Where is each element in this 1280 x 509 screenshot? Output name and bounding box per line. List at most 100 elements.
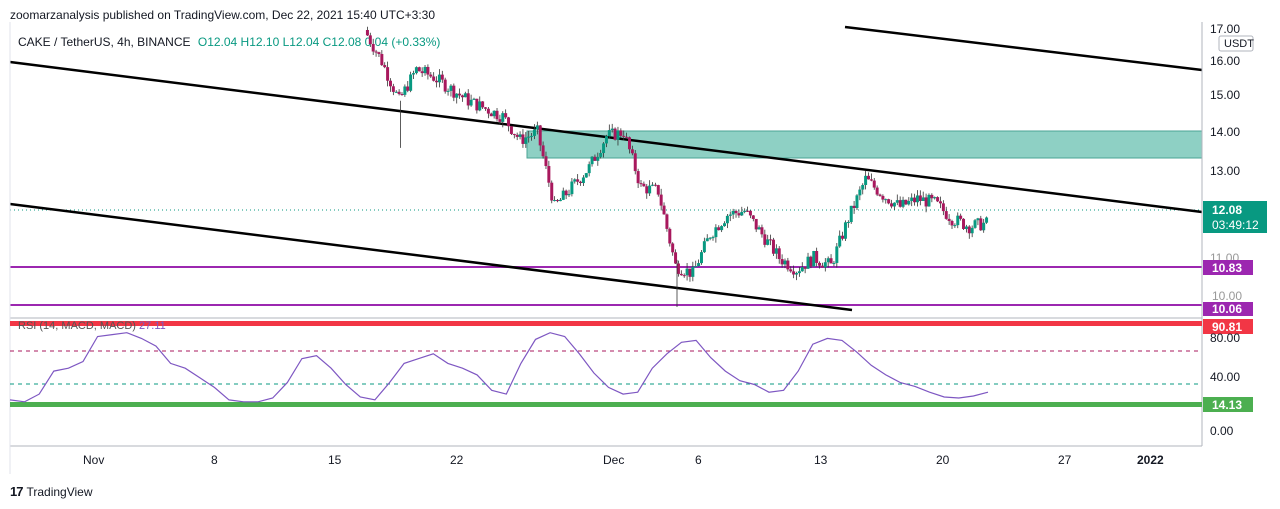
candle-body bbox=[861, 184, 865, 190]
candle-body bbox=[838, 235, 842, 247]
candle-body bbox=[884, 199, 888, 201]
time-tick: 20 bbox=[936, 453, 950, 467]
candle-body bbox=[826, 258, 830, 263]
candle-body bbox=[973, 220, 977, 228]
candle-body bbox=[818, 262, 822, 266]
candle-body bbox=[495, 110, 499, 120]
currency-badge[interactable]: USDT bbox=[1224, 38, 1254, 50]
candle-body bbox=[777, 248, 781, 260]
candle-body bbox=[803, 267, 807, 269]
candle-body bbox=[460, 95, 464, 98]
candle-body bbox=[682, 275, 686, 277]
candle-body bbox=[875, 187, 879, 195]
symbol-legend: CAKE / TetherUS, 4h, BINANCE O12.04 H12.… bbox=[18, 35, 440, 49]
candle-body bbox=[481, 101, 485, 108]
candle-body bbox=[656, 185, 660, 195]
candle-body bbox=[711, 237, 715, 239]
rsi-line bbox=[9, 332, 989, 403]
candle-body bbox=[872, 180, 876, 188]
candle-body bbox=[613, 128, 617, 140]
candle-body bbox=[792, 271, 796, 275]
candle-body bbox=[832, 262, 836, 264]
candle-body bbox=[365, 30, 369, 36]
candle-body bbox=[639, 183, 643, 185]
candle-body bbox=[547, 166, 551, 183]
candle-body bbox=[570, 181, 574, 195]
candle-body bbox=[795, 273, 799, 275]
candle-body bbox=[440, 74, 444, 80]
current-price-badge bbox=[1203, 201, 1267, 233]
candle-body bbox=[446, 90, 450, 92]
candle-body bbox=[786, 260, 790, 270]
candle-body bbox=[388, 80, 392, 87]
candle-body bbox=[725, 215, 729, 224]
candle-body bbox=[858, 189, 862, 196]
candle-body bbox=[962, 218, 966, 229]
candle-body bbox=[374, 51, 378, 53]
candle-body bbox=[486, 108, 490, 114]
candle-body bbox=[869, 179, 873, 181]
rsi-upper-badge bbox=[1203, 319, 1253, 334]
candle-body bbox=[432, 76, 436, 81]
candle-body bbox=[927, 194, 931, 207]
candle-body bbox=[864, 175, 868, 185]
candle-body bbox=[429, 74, 433, 77]
candle-body bbox=[763, 234, 767, 245]
time-tick: Dec bbox=[603, 453, 624, 467]
rsi-upper-label: 90.81 bbox=[1212, 320, 1242, 334]
candle-body bbox=[780, 259, 784, 265]
candles-group bbox=[365, 26, 989, 307]
candle-body bbox=[841, 235, 845, 239]
candle-body bbox=[507, 117, 511, 127]
candle-body bbox=[852, 205, 856, 209]
candle-body bbox=[697, 263, 701, 267]
candle-body bbox=[530, 135, 534, 137]
candle-body bbox=[771, 239, 775, 254]
candle-body bbox=[610, 128, 614, 131]
candle-body bbox=[455, 93, 459, 98]
candle-body bbox=[636, 171, 640, 184]
candle-body bbox=[898, 200, 902, 207]
candle-body bbox=[985, 217, 989, 223]
candle-body bbox=[604, 136, 608, 144]
time-tick: 8 bbox=[211, 453, 218, 467]
candle-body bbox=[512, 133, 516, 135]
candle-body bbox=[553, 200, 557, 202]
candle-body bbox=[521, 134, 525, 144]
price-axis: 17.00 USDT 16.00 15.00 14.00 13.00 12.08… bbox=[1203, 22, 1267, 316]
candle-body bbox=[538, 125, 542, 146]
tradingview-footer[interactable]: 17 TradingView bbox=[10, 484, 93, 499]
tradingview-logo-icon: 17 bbox=[10, 484, 24, 499]
time-tick: 2022 bbox=[1137, 453, 1164, 467]
candle-body bbox=[645, 186, 649, 194]
candle-body bbox=[504, 113, 508, 118]
currency-badge-box[interactable] bbox=[1218, 35, 1254, 52]
rsi-tick: 80.00 bbox=[1210, 331, 1240, 345]
candle-body bbox=[720, 226, 724, 231]
candle-body bbox=[907, 200, 911, 205]
time-tick: Nov bbox=[83, 453, 104, 467]
candle-body bbox=[484, 107, 488, 109]
candle-body bbox=[760, 227, 764, 235]
candle-body bbox=[797, 271, 801, 274]
candle-body bbox=[915, 195, 919, 203]
candle-body bbox=[800, 267, 804, 272]
candle-body bbox=[849, 205, 853, 223]
candle-body bbox=[596, 156, 600, 161]
candle-body bbox=[377, 52, 381, 55]
ohlc-values: O12.04 H12.10 L12.04 C12.08 bbox=[197, 35, 362, 49]
candle-body bbox=[622, 135, 626, 137]
candle-body bbox=[705, 238, 709, 242]
price-change: 0.04 (+0.33%) bbox=[364, 35, 441, 49]
candle-body bbox=[809, 256, 813, 267]
candle-body bbox=[892, 202, 896, 207]
candle-body bbox=[414, 67, 418, 74]
current-price-label: 12.08 bbox=[1212, 203, 1242, 217]
candle-body bbox=[941, 203, 945, 212]
countdown-label: 03:49:12 bbox=[1212, 218, 1259, 232]
candle-body bbox=[855, 195, 859, 209]
candle-body bbox=[734, 210, 738, 214]
time-tick: 6 bbox=[695, 453, 702, 467]
candle-body bbox=[740, 211, 744, 216]
